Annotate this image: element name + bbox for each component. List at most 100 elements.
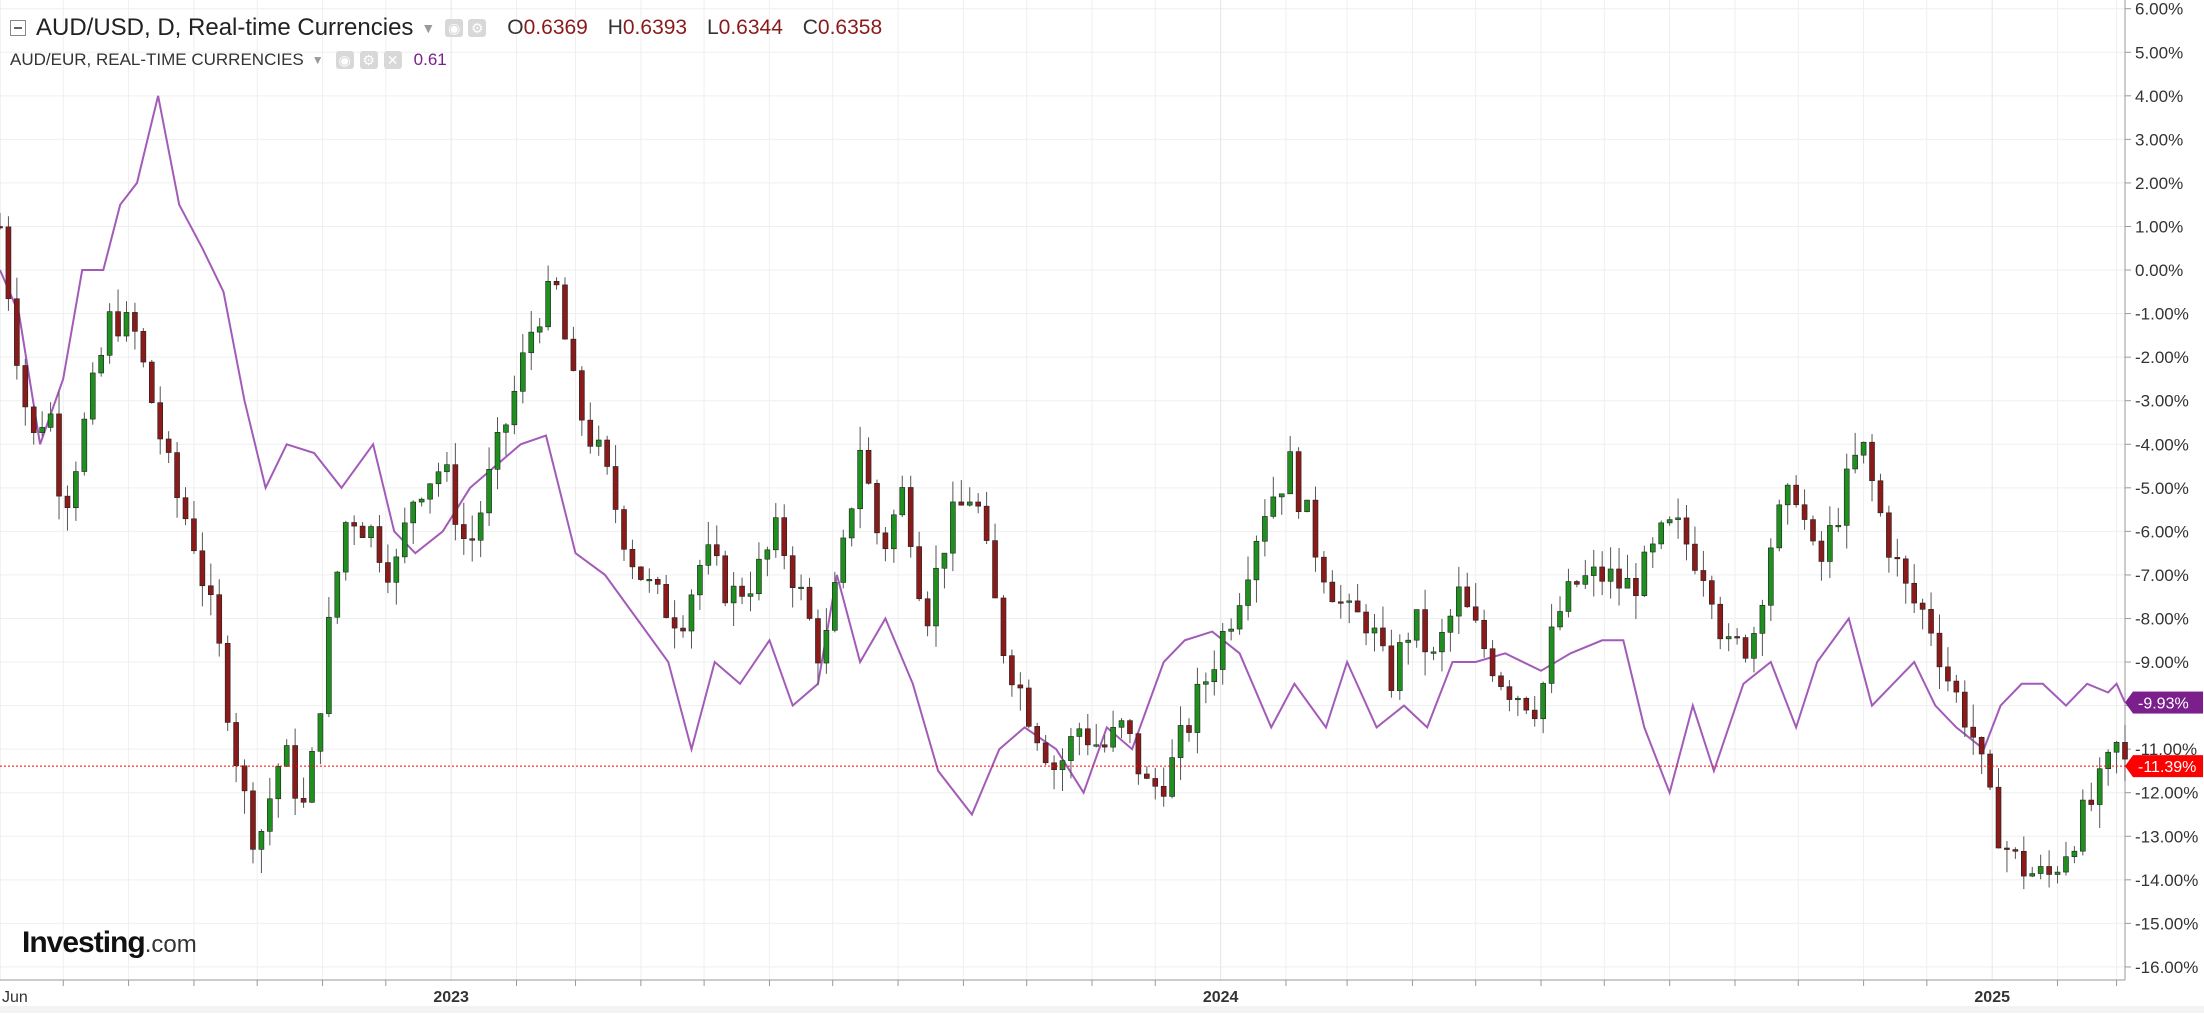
- x-tick-label: Jun: [2, 989, 28, 1006]
- compare-series-legend[interactable]: AUD/EUR, REAL-TIME CURRENCIES ▼ ◉ ⚙ ✕ 0.…: [10, 50, 447, 70]
- candle-down: [1135, 733, 1142, 775]
- candle-down: [1481, 619, 1487, 650]
- candle-up: [47, 413, 54, 428]
- candle-down: [1160, 785, 1167, 797]
- candle-down: [1464, 586, 1471, 608]
- candle-down: [165, 438, 172, 453]
- logo-name: Investing: [22, 926, 146, 959]
- candle-up: [798, 586, 804, 589]
- candle-down: [1902, 558, 1909, 584]
- candle-up: [941, 552, 948, 569]
- candle-up: [1548, 626, 1555, 684]
- candle-up: [2071, 850, 2078, 857]
- candle-down: [1709, 580, 1715, 605]
- candle-up: [283, 745, 290, 767]
- candle-down: [216, 594, 223, 644]
- candle-up: [1675, 517, 1681, 520]
- compare-series-value: 0.61: [413, 50, 447, 69]
- open-value: 0.6369: [523, 16, 588, 39]
- candle-down: [1144, 773, 1150, 779]
- candle-up: [933, 567, 939, 627]
- candle-down: [654, 579, 661, 585]
- last-price-badge-label: -11.39%: [2138, 759, 2196, 776]
- candle-up: [1304, 499, 1310, 513]
- x-axis[interactable]: Jun 2023 2024 2025: [0, 979, 2204, 1013]
- high-value: 0.6393: [622, 16, 688, 39]
- candle-up: [1447, 615, 1454, 633]
- eye-icon[interactable]: ◉: [335, 51, 354, 69]
- gear-icon[interactable]: ⚙: [468, 19, 487, 37]
- candle-up: [545, 281, 551, 328]
- candle-up: [2080, 799, 2086, 852]
- candle-up: [81, 418, 88, 472]
- y-tick-label: -1.00%: [2135, 305, 2189, 324]
- candle-down: [1616, 568, 1622, 589]
- candle-down: [815, 618, 821, 664]
- y-tick-label: -11.00%: [2135, 740, 2197, 759]
- candle-down: [250, 790, 256, 850]
- candle-up: [342, 522, 349, 573]
- candle-down: [2021, 850, 2027, 877]
- candle-down: [1380, 627, 1386, 647]
- y-tick-label: -3.00%: [2135, 392, 2189, 411]
- y-tick-label: 2.00%: [2135, 174, 2183, 193]
- candle-down: [2046, 866, 2052, 875]
- candle-up: [1843, 468, 1850, 526]
- candle-down: [1961, 691, 1968, 728]
- candle-up: [1784, 484, 1791, 506]
- candle-down: [1312, 499, 1319, 558]
- candle-up: [427, 483, 433, 500]
- y-tick-label: -14.00%: [2135, 871, 2198, 890]
- candle-up: [1194, 683, 1201, 733]
- compare-series-title: AUD/EUR, REAL-TIME CURRENCIES: [10, 50, 304, 69]
- candle-down: [64, 495, 71, 509]
- eye-icon[interactable]: ◉: [445, 19, 464, 37]
- low-value: 0.6344: [718, 16, 783, 39]
- candle-up: [1278, 493, 1285, 498]
- y-tick-label: -15.00%: [2135, 914, 2198, 933]
- close-icon[interactable]: ✕: [383, 51, 402, 69]
- candle-down: [992, 540, 998, 599]
- main-series-legend[interactable]: AUD/USD, D, Real-time Currencies ▼ ◉ ⚙ O…: [10, 14, 896, 42]
- candle-up: [1059, 760, 1066, 770]
- logo-suffix: .com: [144, 931, 197, 958]
- candle-up: [1725, 636, 1732, 640]
- candle-down: [241, 765, 248, 792]
- candle-down: [713, 544, 720, 557]
- y-tick-label: -2.00%: [2135, 348, 2189, 367]
- candle-up: [503, 424, 509, 433]
- candle-down: [663, 584, 669, 618]
- candle-down: [1700, 570, 1707, 581]
- candle-down: [1734, 636, 1740, 639]
- candle-down: [22, 365, 29, 408]
- candle-down: [874, 483, 880, 534]
- candle-down: [132, 312, 138, 332]
- collapse-legend-icon[interactable]: [10, 20, 26, 36]
- candle-down: [469, 538, 476, 541]
- y-tick-label: 6.00%: [2135, 0, 2183, 19]
- candle-up: [123, 312, 130, 337]
- candle-down: [612, 466, 619, 510]
- candle-up: [1835, 525, 1842, 528]
- candle-up: [595, 439, 602, 447]
- candle-down: [722, 555, 728, 604]
- candle-down: [1886, 512, 1892, 558]
- ohlc-readout: O0.6369 H0.6393 L0.6344 C0.6358: [507, 16, 896, 40]
- candle-up: [1860, 441, 1867, 456]
- candle-up: [646, 579, 653, 582]
- candle-up: [2113, 742, 2120, 753]
- y-tick-label: 5.00%: [2135, 43, 2183, 62]
- candle-up: [444, 464, 450, 473]
- chevron-down-icon[interactable]: ▼: [421, 20, 436, 36]
- candle-up: [1582, 575, 1589, 585]
- gear-icon[interactable]: ⚙: [359, 51, 378, 69]
- candle-down: [671, 617, 678, 629]
- candle-up: [275, 766, 282, 800]
- candle-down: [1928, 609, 1934, 634]
- chevron-down-icon[interactable]: ▼: [311, 53, 324, 67]
- candle-down: [882, 532, 889, 550]
- y-tick-label: -12.00%: [2135, 784, 2198, 803]
